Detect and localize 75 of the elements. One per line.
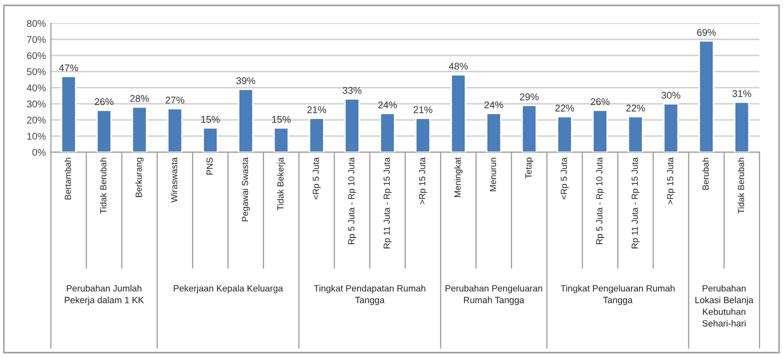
bar	[167, 108, 183, 152]
text: Pekerjaan Kepala Keluarga	[174, 284, 284, 294]
x-tick-label: Rp 5 Juta - Rp 10 Juta	[348, 157, 356, 244]
data-label: 15%	[272, 116, 291, 123]
bar	[521, 104, 537, 152]
bar	[415, 118, 431, 152]
data-label: 29%	[520, 93, 539, 100]
bar	[486, 112, 502, 152]
bar	[628, 116, 644, 152]
bar	[60, 76, 76, 152]
x-tick-label: Tetap	[525, 158, 534, 179]
data-label: 30%	[662, 92, 680, 99]
data-label: 21%	[307, 106, 326, 114]
x-tick-label: Berubah	[702, 158, 709, 190]
x-tick-label: <Rp 5 Juta	[312, 157, 321, 200]
x-tick-label: Rp 5 Juta - Rp 10 Juta	[596, 157, 604, 244]
bar	[132, 106, 148, 152]
x-tick-label: <Rp 5 Juta	[560, 157, 569, 200]
y-tick-label: 20%	[27, 116, 46, 124]
x-tick-label: Tidak Berubah	[738, 158, 744, 214]
x-tick-label: Tidak Bekerja	[277, 157, 286, 210]
data-label: 22%	[555, 104, 574, 112]
bar	[308, 118, 324, 152]
bar	[238, 88, 254, 152]
bar	[663, 103, 679, 152]
text: Perubahan Lokasi Belanja Kebutuhan Sehari-hari	[695, 284, 754, 327]
text: Perubahan Pengeluaran Rumah Tangga	[446, 284, 542, 305]
data-label: 24%	[378, 101, 397, 108]
x-tick-label: Wiraswasta	[170, 157, 178, 202]
data-label: 21%	[414, 106, 432, 114]
bar	[450, 74, 466, 152]
x-tick-label: Bertambah	[64, 158, 71, 200]
data-label: 31%	[732, 90, 752, 98]
data-label: 15%	[201, 116, 220, 123]
data-label: 39%	[236, 77, 256, 84]
x-tick-label: >Rp 15 Juta	[667, 157, 676, 204]
x-tick-label: Meningkat	[454, 157, 462, 197]
y-tick-label: 30%	[26, 100, 46, 108]
x-tick-label: Rp 11 Juta - Rp 15 Juta	[384, 157, 392, 248]
bar	[273, 127, 289, 152]
y-tick-label: 60%	[27, 52, 46, 60]
data-label: 48%	[448, 62, 468, 70]
bar	[734, 102, 750, 152]
text: Perubahan Jumlah Pekerja dalam 1 KK	[64, 284, 144, 305]
x-tick-label: Rp 11 Juta - Rp 15 Juta	[632, 157, 640, 248]
x-tick-label: Pegawai Swasta	[242, 157, 250, 222]
x-tick-label: Berkurang	[135, 158, 144, 197]
text: Tingkat Pengeluaran Rumah Tangga	[560, 284, 674, 305]
y-tick-label: 50%	[26, 68, 46, 76]
y-tick-label: 10%	[27, 132, 46, 140]
data-label: 28%	[130, 95, 149, 102]
y-tick-label: 0%	[32, 148, 46, 156]
y-tick-label: 40%	[26, 84, 46, 92]
bar	[202, 127, 218, 152]
data-label: 33%	[342, 86, 362, 94]
x-tick-label: PNS	[206, 158, 213, 175]
data-label: 27%	[166, 96, 184, 104]
bar	[592, 110, 608, 152]
bar	[698, 40, 714, 152]
x-tick-label: Tidak Berubah	[100, 158, 106, 214]
bar	[556, 116, 572, 152]
text: Tingkat Pendapatan Rumah Tangga	[314, 284, 426, 305]
x-tick-label: Menurun	[490, 158, 496, 192]
bar	[96, 110, 112, 152]
data-label: 24%	[484, 101, 504, 108]
data-label: 47%	[59, 64, 78, 72]
data-label: 22%	[626, 104, 645, 112]
data-label: 69%	[697, 28, 716, 36]
y-tick-label: 70%	[27, 36, 46, 43]
y-tick-label: 80%	[27, 20, 46, 27]
data-label: 26%	[94, 98, 114, 106]
bar	[380, 112, 396, 152]
data-label: 26%	[590, 98, 610, 106]
x-tick-label: >Rp 15 Juta	[419, 157, 427, 204]
bar	[344, 98, 360, 152]
